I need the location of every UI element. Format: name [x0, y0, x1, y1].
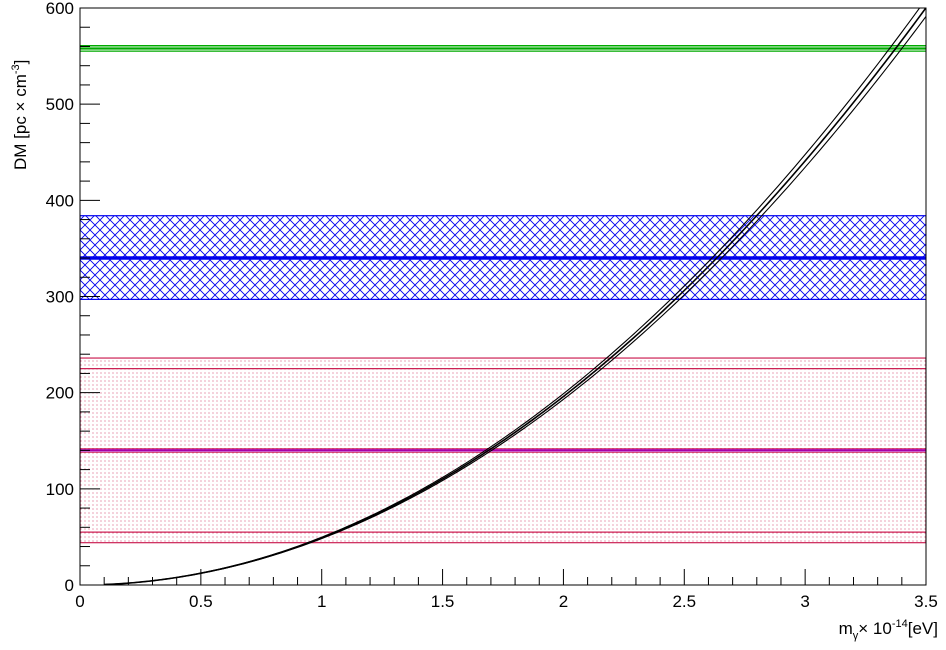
y-tick-label: 200	[46, 384, 74, 403]
x-tick-label: 3	[800, 592, 809, 611]
x-tick-label: 3.5	[914, 592, 938, 611]
y-tick-label: 600	[46, 0, 74, 18]
y-tick-label: 100	[46, 480, 74, 499]
curve-layer	[104, 8, 926, 585]
y-axis-label: DM [pc × cm-3]	[10, 60, 30, 170]
axes-layer: 0 0.5 1 1.5 2 2.5 3 3.5 0 100 200 300 400 500 600	[46, 0, 938, 611]
x-tick-label: 1	[317, 592, 326, 611]
curve-line-2	[104, 8, 921, 585]
bands-layer	[80, 45, 926, 544]
y-tick-label: 500	[46, 95, 74, 114]
x-tick-label: 2.5	[672, 592, 696, 611]
x-tick-label: 2	[559, 592, 568, 611]
x-tick-label: 0.5	[189, 592, 213, 611]
x-tick-label: 1.5	[431, 592, 455, 611]
y-tick-label: 400	[46, 191, 74, 210]
x-axis-label: mγ× 10-14[eV]	[839, 618, 938, 642]
x-tick-label: 0	[75, 592, 84, 611]
y-tick-label: 300	[46, 288, 74, 307]
y-tick-label: 0	[65, 576, 74, 595]
